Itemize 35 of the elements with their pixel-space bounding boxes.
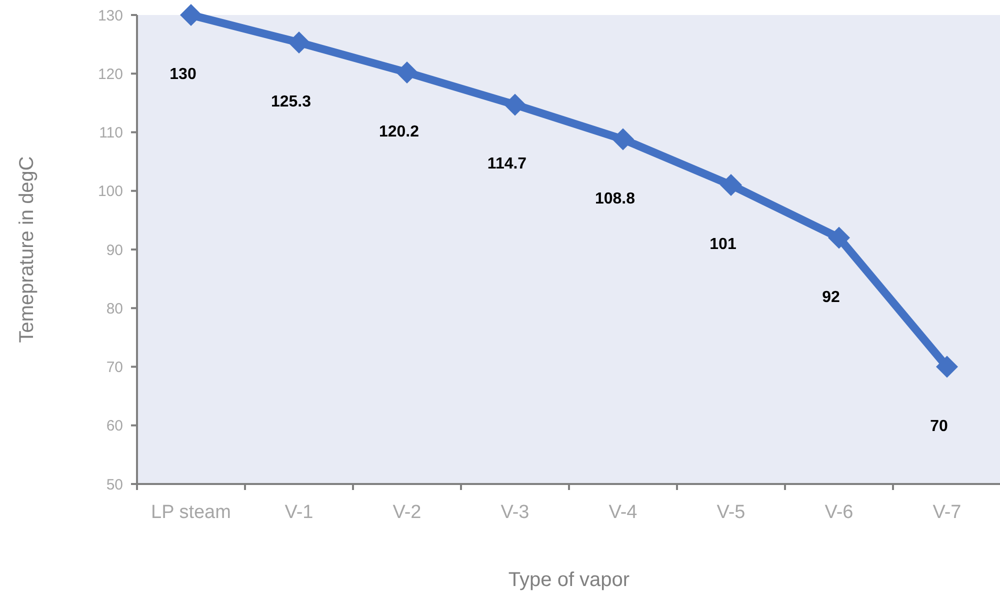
point [612, 128, 634, 150]
point [180, 4, 202, 26]
data-label: 108.8 [594, 190, 636, 208]
x-tick-label: V-3 [500, 502, 530, 523]
data-label: 101 [710, 236, 736, 254]
point [720, 174, 742, 196]
y-tick-label: 60 [106, 418, 123, 435]
x-tick-label: V-5 [716, 502, 746, 523]
y-tick-label: 70 [106, 359, 123, 376]
y-tick-label: 130 [98, 7, 123, 24]
x-tick-label: V-7 [932, 502, 962, 523]
x-tick-label: V-1 [284, 502, 314, 523]
data-label: 92 [822, 288, 840, 306]
y-tick-label: 120 [98, 66, 123, 83]
y-tick-label: 100 [98, 183, 123, 200]
y-axis-title: Temeprature in degC [16, 156, 38, 343]
data-label: 114.7 [487, 156, 527, 173]
x-tick-label: V-2 [392, 502, 422, 523]
x-tick-label: V-6 [824, 502, 854, 523]
y-tick-label: 50 [106, 476, 123, 494]
data-label: 70 [930, 418, 948, 435]
point [396, 61, 418, 84]
data-label: 125.3 [270, 94, 312, 111]
point [504, 94, 526, 116]
y-tick-label: 90 [106, 242, 123, 259]
x-tick-label: V-4 [608, 502, 638, 523]
point [828, 226, 850, 249]
point [936, 356, 958, 378]
x-tick-label: LP steam [151, 502, 231, 523]
data-label: 120.2 [378, 123, 420, 140]
data-label: 130 [170, 66, 196, 83]
x-axis-title: Type of vapor [508, 569, 630, 591]
point [288, 32, 310, 54]
y-tick-label: 80 [106, 300, 123, 318]
y-tick-label: 110 [99, 124, 123, 142]
